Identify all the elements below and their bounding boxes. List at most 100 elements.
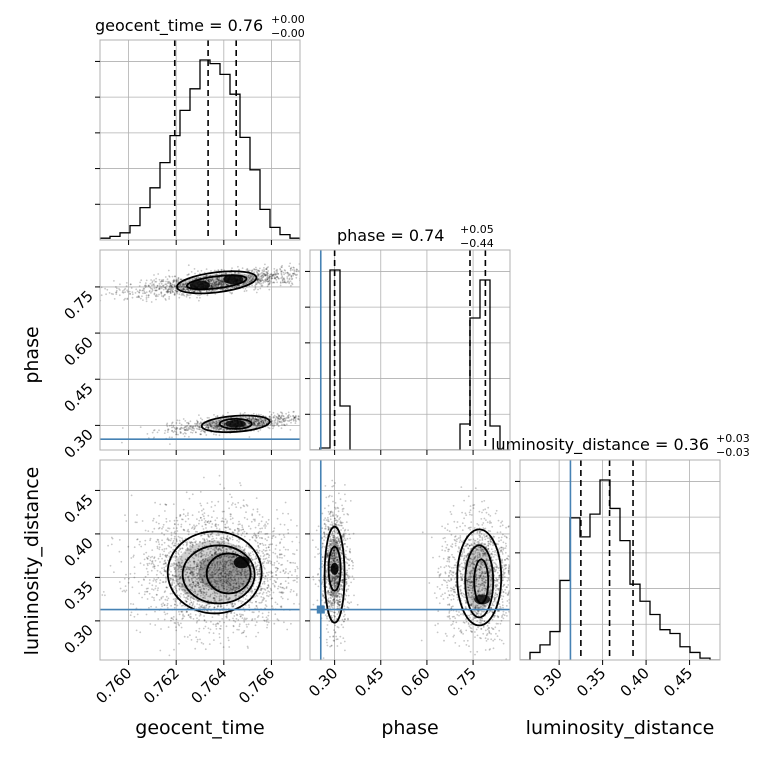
upper-mode-sample-point	[155, 298, 157, 301]
upper-mode-sample-point	[310, 268, 312, 270]
geocent-distance-sample-point	[274, 601, 277, 604]
upper-mode-sample-point	[145, 279, 148, 282]
geocent-distance-sample-point	[154, 559, 157, 562]
geocent-distance-sample-point	[313, 485, 315, 487]
geocent-distance-sample-point	[144, 539, 147, 542]
geocent-distance-sample-point	[179, 536, 181, 539]
geocent-distance-sample-point	[221, 520, 224, 522]
upper-mode-sample-point	[214, 274, 217, 276]
upper-mode-sample-point	[282, 271, 285, 274]
upper-mode-sample-point	[168, 296, 171, 298]
geocent-distance-sample-point	[124, 585, 127, 587]
geocent-distance-sample-point	[190, 601, 193, 604]
geocent-distance-sample-point	[144, 529, 147, 532]
lower-mode-sample-point	[163, 432, 166, 434]
upper-mode-sample-point	[164, 293, 166, 296]
lower-mode-sample-point	[289, 429, 292, 431]
geocent-distance-sample-point	[230, 496, 233, 499]
geocent-distance-sample-point	[181, 547, 184, 550]
lower-mode-sample-point	[252, 412, 255, 415]
geocent-distance-sample-point	[192, 602, 194, 605]
geocent-distance-sample-point	[177, 553, 180, 556]
geocent-distance-sample-point	[280, 596, 283, 598]
geocent-distance-sample-point	[226, 535, 229, 538]
geocent-distance-sample-point	[287, 532, 290, 535]
geocent-distance-sample-point	[261, 616, 264, 618]
geocent-distance-sample-point	[290, 588, 293, 591]
geocent-distance-sample-point	[292, 590, 295, 593]
geocent-distance-sample-point	[254, 561, 257, 564]
geocent-distance-sample-point	[157, 541, 160, 543]
geocent-distance-sample-point	[276, 560, 278, 563]
upper-mode-sample-point	[179, 283, 182, 286]
geocent-distance-sample-point	[242, 528, 245, 531]
lower-mode-sample-point	[306, 412, 308, 414]
upper-mode-sample-point	[287, 273, 290, 276]
geocent-distance-sample-point	[138, 543, 141, 546]
geocent-distance-sample-point	[237, 528, 239, 530]
upper-mode-sample-point	[244, 288, 247, 290]
lower-mode-sample-point	[179, 427, 182, 430]
lower-mode-sample-point	[274, 421, 277, 424]
upper-mode-sample-point	[265, 271, 268, 273]
geocent-distance-sample-point	[224, 523, 227, 526]
geocent-distance-sample-point	[204, 648, 207, 651]
upper-mode-sample-point	[218, 278, 220, 281]
geocent-distance-sample-point	[159, 553, 162, 556]
geocent-distance-sample-point	[251, 513, 254, 516]
lower-mode-sample-point	[300, 420, 302, 422]
lower-mode-sample-point	[183, 426, 186, 429]
geocent-distance-sample-point	[221, 538, 224, 541]
lower-mode-sample-point	[272, 425, 275, 428]
geocent-distance-sample-point	[307, 529, 309, 531]
geocent-distance-sample-point	[240, 534, 243, 537]
lower-mode-sample-point	[327, 411, 329, 413]
upper-mode-sample-point	[182, 287, 185, 290]
geocent-distance-sample-point	[301, 545, 303, 547]
geocent-distance-sample-point	[285, 568, 287, 570]
geocent-distance-sample-point	[280, 606, 283, 609]
upper-mode-sample-point	[207, 279, 210, 282]
lower-mode-sample-point	[200, 422, 203, 424]
geocent-distance-sample-point	[151, 531, 154, 533]
lower-mode-sample-point	[301, 416, 303, 418]
upper-mode-sample-point	[168, 275, 171, 277]
upper-mode-sample-point	[265, 278, 267, 280]
upper-mode-sample-point	[104, 287, 106, 290]
geocent-distance-sample-point	[211, 616, 214, 618]
geocent-distance-sample-point	[178, 610, 180, 613]
geocent-distance-sample-point	[261, 542, 264, 545]
geocent-distance-sample-point	[184, 597, 187, 599]
geocent-distance-sample-point	[314, 558, 316, 560]
geocent-distance-sample-point	[161, 532, 163, 534]
geocent-distance-sample-point	[133, 615, 136, 618]
geocent-distance-sample-point	[176, 519, 179, 522]
geocent-distance-sample-point	[229, 518, 232, 521]
geocent-distance-sample-point	[180, 523, 183, 526]
geocent-distance-sample-point	[170, 604, 173, 607]
geocent-distance-sample-point	[246, 532, 248, 535]
geocent-distance-sample-point	[169, 592, 172, 595]
upper-mode-sample-point	[176, 292, 179, 295]
geocent-distance-sample-point	[188, 497, 191, 500]
geocent-distance-sample-point	[205, 606, 207, 609]
upper-mode-sample-point	[290, 276, 293, 278]
upper-mode-sample-point	[148, 290, 151, 293]
geocent-distance-sample-point	[244, 598, 247, 600]
geocent-distance-sample-point	[195, 636, 198, 639]
geocent-distance-sample-point	[237, 501, 240, 504]
upper-mode-sample-point	[113, 298, 116, 300]
geocent-distance-sample-point	[267, 518, 270, 521]
upper-mode-sample-point	[164, 276, 167, 278]
upper-mode-sample-point	[115, 293, 118, 295]
upper-mode-sample-point	[210, 279, 213, 281]
upper-mode-sample-point	[259, 283, 262, 285]
geocent-distance-sample-point	[151, 588, 153, 590]
geocent-distance-sample-point	[252, 508, 255, 511]
geocent-distance-sample-point	[238, 623, 241, 626]
geocent-distance-sample-point	[285, 586, 288, 588]
geocent-distance-sample-point	[283, 523, 286, 526]
lower-mode-sample-point	[198, 428, 201, 431]
geocent-distance-sample-point	[229, 537, 232, 540]
geocent-distance-sample-point	[208, 606, 211, 608]
